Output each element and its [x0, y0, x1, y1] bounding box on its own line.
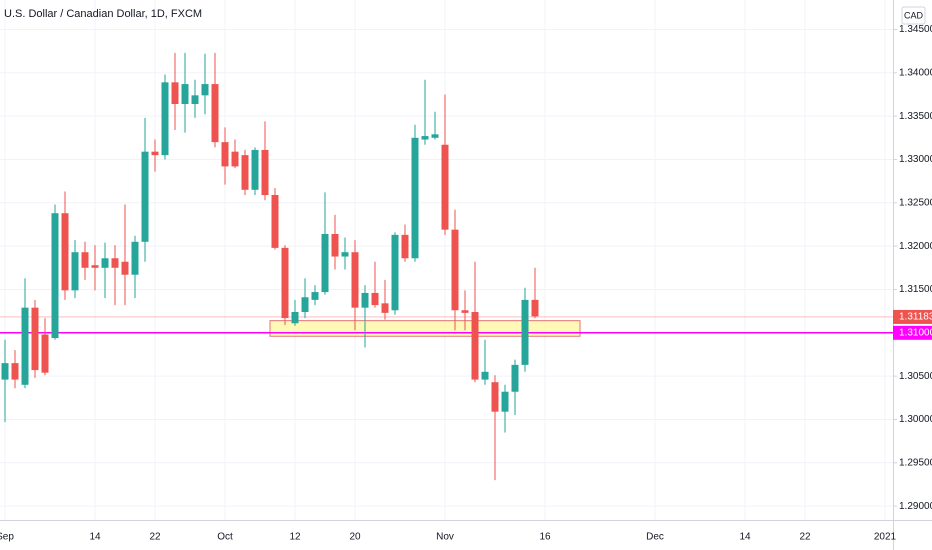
candle-body	[261, 149, 269, 195]
x-tick-label: 12	[289, 532, 301, 543]
candle-body	[211, 84, 219, 143]
last-price-label: 1.31183	[899, 312, 932, 323]
x-tick-label: Nov	[436, 532, 454, 543]
candle-body	[471, 312, 479, 380]
candle-body	[141, 151, 149, 242]
candle-body	[61, 213, 69, 291]
candle-body	[71, 252, 79, 291]
y-tick-label: 1.34000	[899, 67, 932, 78]
candle-body	[31, 307, 39, 371]
x-tick-label: 22	[799, 532, 811, 543]
candle-body	[491, 382, 499, 412]
candle-body	[481, 371, 489, 380]
candle-body	[341, 252, 349, 257]
x-tick-label: 20	[349, 532, 361, 543]
candle-body	[531, 299, 539, 317]
x-tick-label: 14	[89, 532, 101, 543]
candle-body	[501, 391, 509, 412]
y-tick-label: 1.32000	[899, 241, 932, 252]
candle-body	[41, 334, 49, 373]
candle-body	[231, 151, 239, 167]
candle-body	[331, 234, 339, 257]
candle-body	[251, 149, 259, 190]
candle-body	[101, 258, 109, 268]
candle-body	[351, 252, 359, 308]
candle-body	[21, 307, 29, 385]
last-price-label-box	[893, 309, 932, 324]
candle-body	[111, 258, 119, 268]
candle-body	[11, 363, 19, 380]
candle-body	[411, 137, 419, 259]
candle-body	[391, 234, 399, 311]
candle-body	[131, 241, 139, 275]
candle-body	[451, 229, 459, 311]
candle-body	[381, 303, 389, 313]
candle-body	[301, 297, 309, 312]
x-tick-label: 22	[149, 532, 161, 543]
candle-body	[511, 364, 519, 392]
level-label: 1.31000	[899, 327, 932, 338]
candle-body	[281, 247, 289, 319]
y-tick-label: 1.29500	[899, 457, 932, 468]
y-tick-label: 1.33000	[899, 154, 932, 165]
currency-box[interactable]	[901, 6, 926, 25]
candle-body	[121, 261, 129, 275]
candle-body	[241, 155, 249, 190]
candle-body	[1, 363, 9, 380]
chart-title: U.S. Dollar / Canadian Dollar, 1D, FXCM	[4, 8, 202, 20]
candle-body	[81, 252, 89, 268]
candle-body	[271, 195, 279, 248]
candle-body	[361, 292, 369, 308]
candle-body	[221, 142, 229, 167]
y-tick-label: 1.29000	[899, 501, 932, 512]
x-tick-label: 14	[739, 532, 751, 543]
candle-body	[441, 144, 449, 230]
y-tick-label: 1.30000	[899, 414, 932, 425]
x-tick-label: 16	[539, 532, 551, 543]
candle-body	[191, 95, 199, 104]
candle-body	[521, 299, 529, 365]
candle-body	[321, 234, 329, 293]
y-tick-label: 1.34500	[899, 24, 932, 35]
x-tick-label: Oct	[217, 532, 233, 543]
candle-body	[431, 134, 439, 138]
candle-body	[91, 265, 99, 268]
candle-body	[311, 292, 319, 300]
y-tick-label: 1.31500	[899, 284, 932, 295]
x-tick-label: 2021	[874, 532, 897, 543]
candle-body	[461, 310, 469, 313]
candle-body	[181, 84, 189, 104]
level-label-box	[893, 325, 932, 340]
candle-body	[171, 82, 179, 104]
y-tick-label: 1.32500	[899, 197, 932, 208]
y-tick-label: 1.30500	[899, 371, 932, 382]
y-tick-label: 1.33500	[899, 111, 932, 122]
candle-body	[161, 82, 169, 156]
x-tick-label: Dec	[646, 532, 664, 543]
candle-body	[421, 136, 429, 140]
candle-body	[401, 234, 409, 259]
currency-label[interactable]: CAD	[904, 10, 924, 20]
candle-body	[201, 84, 209, 96]
x-tick-label: Sep	[0, 532, 14, 543]
candle-body	[51, 213, 59, 338]
candle-body	[371, 292, 379, 306]
candle-body	[291, 312, 299, 324]
candle-body	[151, 151, 159, 156]
support-zone	[269, 320, 581, 337]
